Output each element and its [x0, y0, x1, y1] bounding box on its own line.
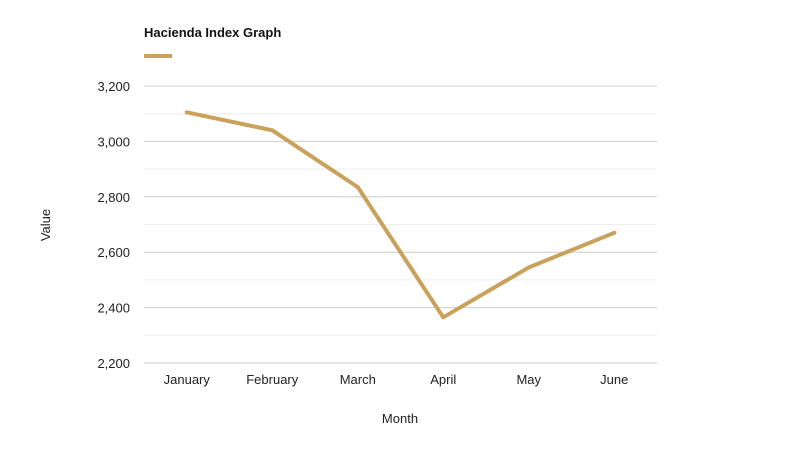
x-axis: January February March April May June: [164, 372, 629, 387]
x-tick-label: June: [600, 372, 628, 387]
series-line: [186, 110, 616, 320]
x-tick-label: February: [246, 372, 299, 387]
y-tick-label: 2,600: [97, 245, 130, 260]
x-tick-label: March: [340, 372, 376, 387]
y-tick-label: 2,400: [97, 301, 130, 316]
y-axis-label: Value: [38, 209, 53, 241]
data-point: [270, 128, 275, 133]
x-axis-label: Month: [382, 411, 418, 426]
data-point: [355, 185, 360, 190]
chart-title: Hacienda Index Graph: [144, 25, 281, 40]
y-tick-label: 3,000: [97, 134, 130, 149]
x-tick-label: April: [430, 372, 456, 387]
y-tick-label: 2,200: [97, 356, 130, 371]
data-point: [612, 230, 617, 235]
grid: [144, 85, 657, 364]
data-point: [184, 110, 189, 115]
y-axis: 2,200 2,400 2,600 2,800 3,000 3,200: [97, 79, 130, 371]
series-layer: [184, 110, 617, 320]
x-tick-label: May: [516, 372, 541, 387]
data-point: [526, 265, 531, 270]
y-tick-label: 3,200: [97, 79, 130, 94]
data-point: [441, 315, 446, 320]
y-tick-label: 2,800: [97, 190, 130, 205]
x-tick-label: January: [164, 372, 211, 387]
